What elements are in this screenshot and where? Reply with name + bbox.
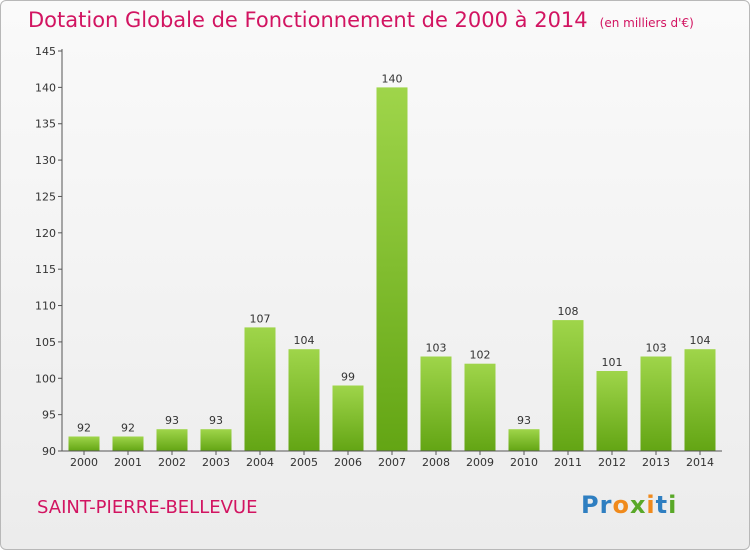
x-tick-label: 2001: [114, 456, 142, 469]
x-tick-label: 2012: [598, 456, 626, 469]
x-tick-label: 2009: [466, 456, 494, 469]
x-tick-label: 2011: [554, 456, 582, 469]
y-tick-label: 135: [35, 118, 56, 131]
bar-value-label: 107: [250, 312, 271, 325]
logo-letter: P: [581, 491, 600, 519]
bars: 92 92 93 93 107 104 99 140 103 102 93 108 101 103 104: [68, 72, 716, 452]
y-tick-label: 105: [35, 336, 56, 349]
bar-value-label: 93: [517, 414, 531, 427]
x-tick-label: 2000: [70, 456, 98, 469]
bar-value-label: 108: [558, 305, 579, 318]
y-tick-label: 115: [35, 263, 56, 276]
bar-2003: [200, 429, 232, 451]
bar-2013: [640, 356, 672, 451]
bar-2014: [684, 349, 716, 451]
logo-letter: t: [655, 491, 669, 519]
bar-2005: [288, 349, 320, 451]
bar-value-label: 103: [426, 342, 447, 355]
y-tick-label: 90: [42, 445, 56, 458]
x-tick-label: 2013: [642, 456, 670, 469]
x-tick-label: 2007: [378, 456, 406, 469]
y-tick-label: 140: [35, 81, 56, 94]
y-tick-label: 145: [35, 45, 56, 58]
y-tick-label: 110: [35, 300, 56, 313]
x-tick-label: 2006: [334, 456, 362, 469]
bar-2006: [332, 385, 364, 451]
x-tick-label: 2003: [202, 456, 230, 469]
bar-2009: [464, 363, 496, 451]
bar-value-label: 102: [470, 349, 491, 362]
bar-value-label: 101: [602, 356, 623, 369]
chart-title-text: Dotation Globale de Fonctionnement de 20…: [28, 8, 588, 32]
bar-value-label: 92: [77, 422, 91, 435]
bar-value-label: 104: [690, 334, 711, 347]
bar-2000: [68, 436, 100, 451]
logo-letter: r: [599, 491, 613, 519]
y-tick-label: 125: [35, 190, 56, 203]
logo-letter: o: [612, 491, 630, 519]
chart-title: Dotation Globale de Fonctionnement de 20…: [28, 8, 694, 32]
bar-2010: [508, 429, 540, 451]
commune-name: SAINT-PIERRE-BELLEVUE: [37, 497, 258, 518]
x-tick-label: 2002: [158, 456, 186, 469]
x-tick-label: 2005: [290, 456, 318, 469]
bar-value-label: 140: [382, 72, 403, 85]
bar-value-label: 93: [165, 414, 179, 427]
x-tick-label: 2008: [422, 456, 450, 469]
bar-2011: [552, 320, 584, 451]
x-tick-label: 2014: [686, 456, 714, 469]
logo-letter: i: [668, 491, 678, 519]
y-tick-label: 100: [35, 372, 56, 385]
unit-note: (en milliers d'€): [599, 16, 694, 30]
x-axis: 2000 2001 2002 2003 2004 2005 2006 2007 2008 2009…: [62, 450, 722, 469]
bar-value-label: 99: [341, 371, 355, 384]
bar-2007: [376, 87, 408, 452]
x-tick-label: 2004: [246, 456, 274, 469]
logo-letter: x: [629, 491, 647, 519]
bar-value-label: 104: [294, 334, 315, 347]
y-tick-label: 130: [35, 154, 56, 167]
proxiti-logo[interactable]: Proxiti: [581, 491, 677, 519]
bar-2012: [596, 371, 628, 451]
y-axis: 90 95 100 105 110 115 120 125 130 135 140 145: [35, 45, 63, 458]
bar-value-label: 93: [209, 414, 223, 427]
bar-2004: [244, 327, 276, 451]
y-tick-label: 95: [42, 409, 56, 422]
bar-2002: [156, 429, 188, 451]
bar-value-label: 92: [121, 422, 135, 435]
logo-letter: i: [646, 491, 656, 519]
y-tick-label: 120: [35, 227, 56, 240]
x-tick-label: 2010: [510, 456, 538, 469]
bar-2008: [420, 356, 452, 451]
bar-value-label: 103: [646, 342, 667, 355]
bar-2001: [112, 436, 144, 451]
